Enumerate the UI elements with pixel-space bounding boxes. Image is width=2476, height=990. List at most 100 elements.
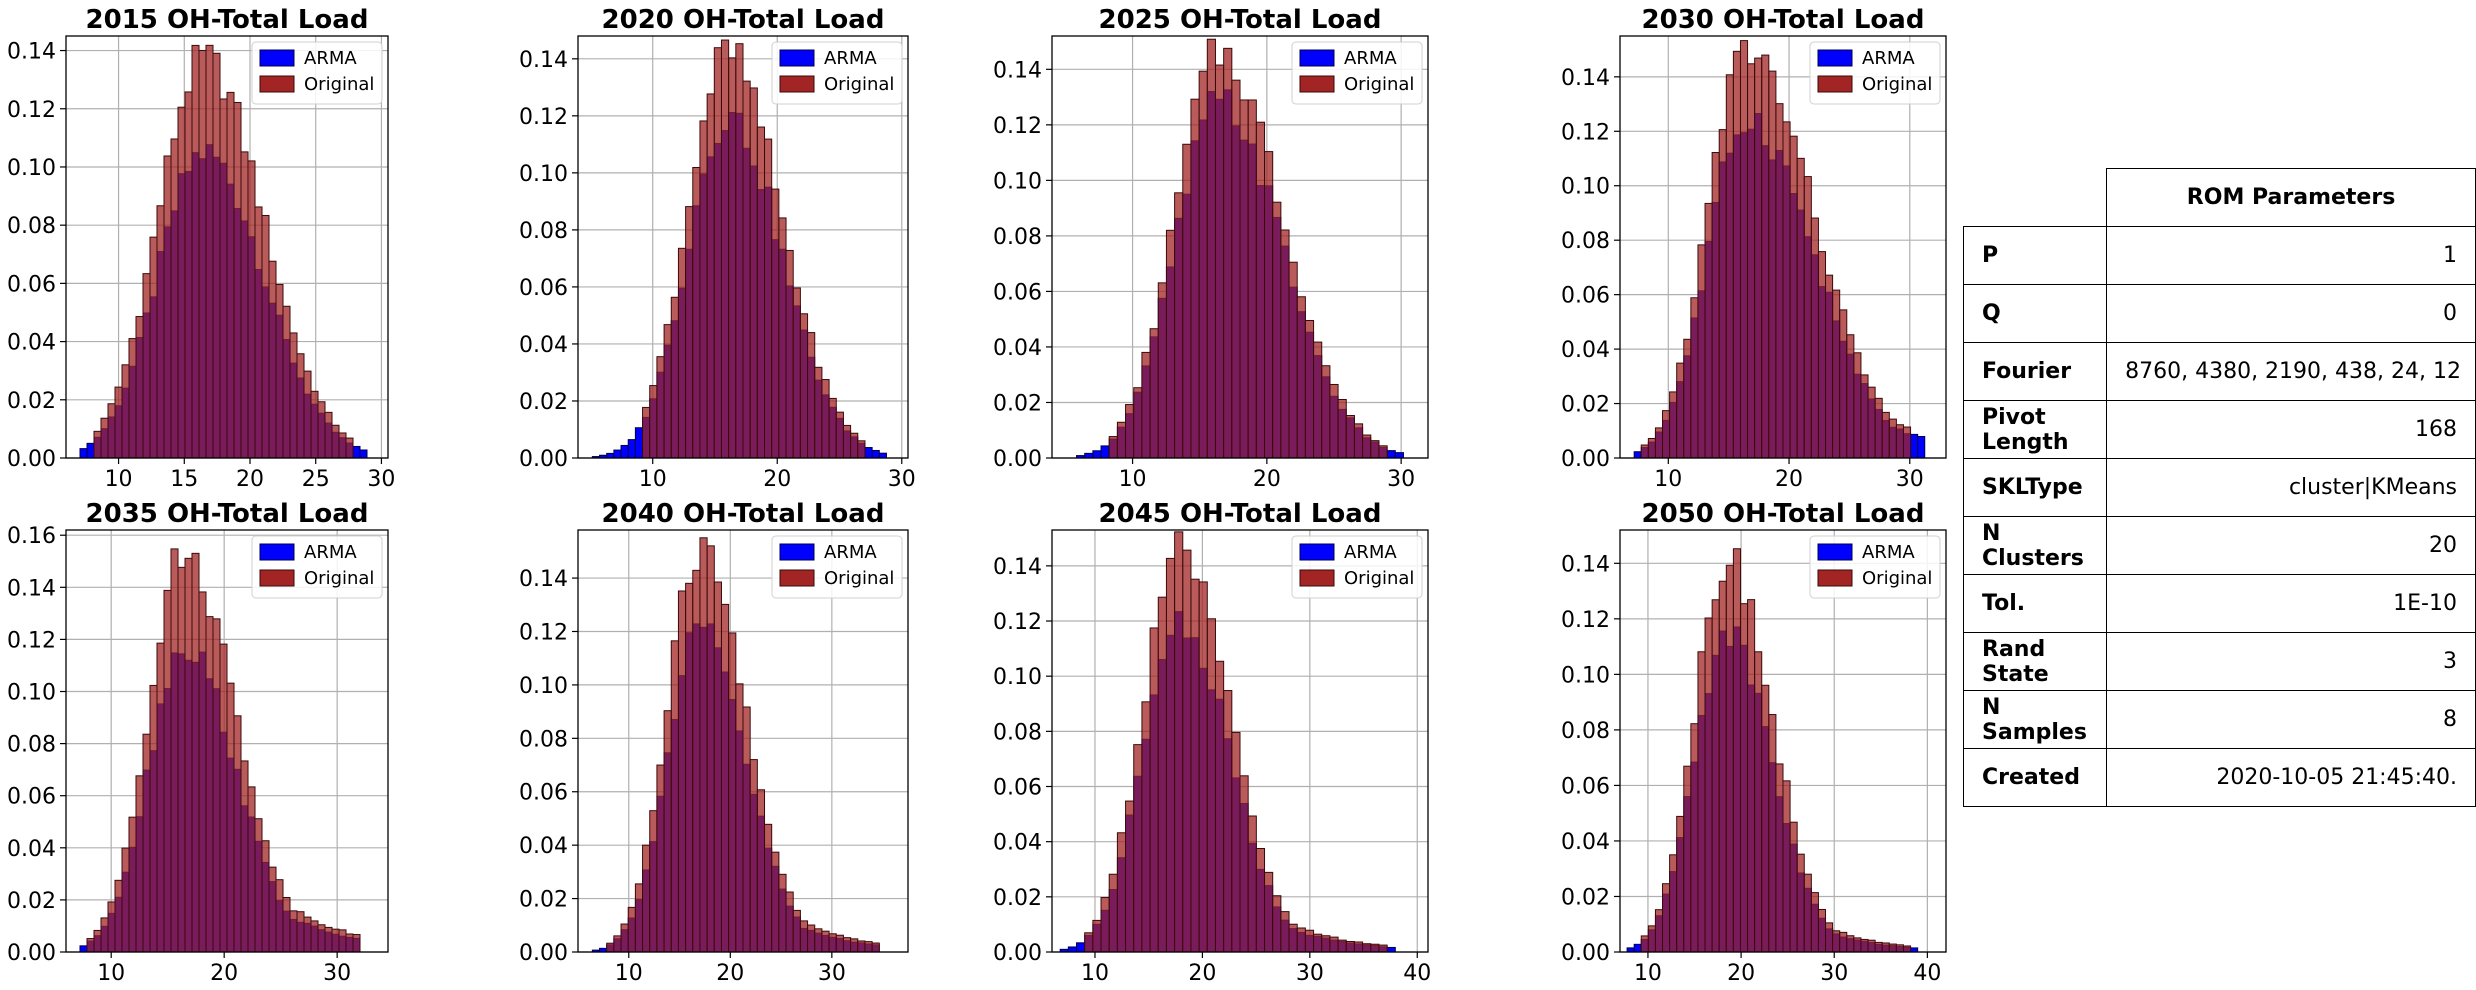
histogram-bar [1832,930,1841,953]
histogram-bar [1676,362,1685,459]
histogram-bar [1321,935,1331,953]
histogram-bar [1329,383,1339,459]
histogram-bar [254,206,263,459]
chart-title: 2035 OH-Total Load [86,499,369,529]
histogram-bar [1846,334,1855,459]
y-tick-label: 0.14 [7,40,56,65]
y-tick-label: 0.14 [519,48,568,73]
histogram-bar [756,789,766,953]
histogram-bar [93,929,102,953]
histogram-bar [842,937,852,953]
chart-title: 2015 OH-Total Load [86,5,369,35]
histogram-bar [1141,701,1151,953]
param-value: 168 [2106,400,2476,459]
histogram-bar [864,447,873,459]
param-label: SKLType [1962,458,2108,517]
histogram-bar [1370,440,1380,459]
histogram-bar [828,933,837,953]
table-row: N Samples 8 [1962,690,2476,749]
histogram-bar [324,926,333,953]
histogram-bar [1133,387,1143,459]
histogram-bar [713,47,722,459]
histogram-bar [735,43,744,459]
histogram-bar [807,332,816,459]
param-value: 8 [2106,690,2476,749]
histogram-bar [1288,923,1298,953]
histogram-bar [226,91,235,459]
y-tick-label: 0.12 [1561,120,1610,145]
param-value: 20 [2106,516,2476,575]
y-tick-label: 0.00 [993,447,1042,472]
y-tick-label: 0.14 [993,58,1042,83]
param-label: N Samples [1962,690,2108,749]
table-row: Fourier 8760, 4380, 2190, 438, 24, 12 [1962,342,2476,401]
histogram-bar [1174,192,1184,459]
histogram-bar [814,366,823,459]
param-label: Fourier [1962,342,2108,401]
param-label: Created [1962,748,2108,807]
histogram-bar [128,338,137,459]
histogram-bar [1272,895,1282,953]
table-row: Rand State 3 [1962,632,2476,691]
histogram-bar [1662,883,1671,953]
histogram-bar [1647,437,1656,459]
histogram-bar [219,98,228,459]
histogram-bar [1329,936,1339,953]
legend-swatch [1299,543,1335,561]
param-label: Q [1962,284,2108,343]
y-tick-label: 0.10 [519,162,568,187]
histogram-bar [1640,444,1649,459]
table-row: Pivot Length 168 [1962,400,2476,459]
y-tick-label: 0.14 [1561,66,1610,91]
y-tick-label: 0.14 [7,576,56,601]
y-tick-label: 0.06 [7,272,56,297]
histogram-bar [1796,853,1805,953]
histogram-bar [1739,603,1749,953]
x-tick-label: 10 [1654,467,1682,492]
histogram-bar [1747,63,1756,459]
histogram-bar [728,632,737,953]
table-row: Created 2020-10-05 21:45:40. [1962,748,2476,807]
table-header: ROM Parameters [2106,168,2476,227]
y-tick-label: 0.02 [519,390,568,415]
histogram-bar [1223,47,1233,459]
histogram-bar [331,928,340,953]
histogram-bar [692,167,701,459]
histogram-bar [149,684,158,953]
histogram-bar [792,909,801,953]
histogram-bar [799,313,809,459]
histogram-bar [1782,780,1791,953]
histogram-bar [1825,274,1834,459]
histogram-bar [878,452,887,459]
histogram-bar [1754,57,1763,459]
y-tick-label: 0.12 [519,105,568,130]
histogram-bar [1881,942,1890,953]
histogram-bar [1902,945,1912,953]
chart-title: 2025 OH-Total Load [1099,5,1382,35]
param-value: 3 [2106,632,2476,691]
histogram-bar [184,557,193,953]
y-tick-label: 0.08 [993,720,1042,745]
histogram-bar [1853,937,1862,953]
histogram-bar [219,643,228,953]
table-header-row: ROM Parameters [1964,168,2476,227]
histogram-bar [1782,121,1791,459]
y-tick-label: 0.08 [1561,229,1610,254]
histogram-bar [1149,328,1159,459]
histogram-bar [1725,74,1734,459]
histogram-bar [1917,435,1926,459]
y-tick-label: 0.12 [993,610,1042,635]
legend-label: ARMA [824,542,877,563]
y-tick-label: 0.04 [519,333,568,358]
histogram-bar [1313,341,1323,459]
histogram-bar [100,917,109,953]
histogram-bar [184,91,193,459]
histogram-bar [107,403,116,459]
histogram-bar [79,448,88,459]
histogram-bar [1345,415,1355,459]
y-tick-label: 0.06 [993,776,1042,801]
y-tick-label: 0.12 [519,620,568,645]
plot-frame [577,529,909,953]
histogram-bar [303,916,312,953]
